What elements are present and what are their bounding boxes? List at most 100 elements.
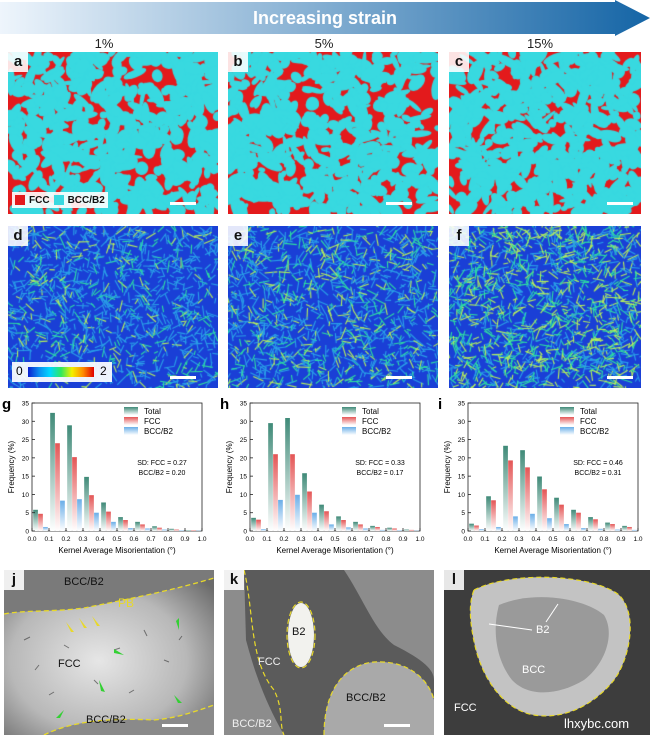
bar-total-1 (486, 496, 491, 531)
legend-label: FCC (580, 417, 597, 426)
x-tick-label: 0.1 (262, 536, 271, 543)
legend-swatch (342, 417, 356, 425)
bar-total-1 (268, 423, 273, 531)
y-tick-label: 0 (243, 529, 247, 536)
label-bcc-right: BCC/B2 (346, 692, 386, 704)
bar-fcc-1 (273, 454, 278, 531)
bar-fcc-7 (593, 519, 598, 531)
strain-label-2: 5% (314, 36, 334, 51)
legend-swatch (560, 417, 574, 425)
bar-fcc-4 (542, 489, 547, 531)
bar-fcc-9 (627, 526, 632, 531)
bar-bcc-b2-8 (397, 530, 402, 531)
bar-bcc-b2-4 (547, 518, 552, 531)
legend-swatch (124, 407, 138, 415)
x-tick-label: 0.1 (480, 536, 489, 543)
bar-total-1 (50, 412, 55, 531)
bar-total-9 (186, 530, 191, 531)
x-tick-label: 0.6 (565, 536, 574, 543)
legend-label: BCC/B2 (144, 427, 173, 436)
x-tick-label: 0.5 (112, 536, 121, 543)
bar-total-8 (387, 527, 392, 531)
bar-total-3 (302, 473, 307, 531)
bar-fcc-2 (72, 457, 77, 531)
bar-total-4 (537, 476, 542, 531)
kam-map-image (449, 226, 641, 388)
sd-annotation: BCC/B2 = 0.20 (139, 470, 186, 477)
x-tick-label: 0.3 (514, 536, 523, 543)
bar-bcc-b2-3 (312, 512, 317, 531)
y-tick-label: 20 (22, 455, 30, 462)
y-axis-label: Frequency (%) (7, 440, 16, 493)
bar-total-2 (503, 445, 508, 531)
bar-total-2 (67, 425, 72, 531)
bar-fcc-0 (256, 519, 261, 531)
colorbar-gradient (28, 367, 94, 377)
sd-annotation: BCC/B2 = 0.17 (357, 470, 404, 477)
kam-map-f: f (449, 226, 650, 388)
x-tick-label: 0.0 (245, 536, 254, 543)
panel-label: a (8, 52, 28, 72)
y-tick-label: 15 (240, 474, 248, 481)
bar-fcc-2 (290, 454, 295, 531)
x-tick-label: 0.0 (463, 536, 472, 543)
tem-image-j (4, 570, 214, 735)
label-fcc: FCC (258, 656, 281, 668)
x-axis-label: Kernel Average Misorientation (°) (58, 546, 176, 555)
y-tick-label: 0 (461, 529, 465, 536)
tem-panel-j: j BCC/B2 PB FCC BCC/B2 (4, 570, 214, 735)
strain-label-3: 15% (526, 36, 554, 51)
x-tick-label: 0.1 (44, 536, 53, 543)
bar-fcc-3 (307, 491, 312, 531)
panel-label: k (224, 570, 244, 590)
scale-bar (162, 724, 188, 727)
kam-map-e: e (228, 226, 438, 388)
legend-swatch (342, 427, 356, 435)
label-fcc: FCC (58, 658, 81, 670)
y-tick-label: 20 (458, 455, 466, 462)
tem-panel-l: l B2 BCC FCC lhxybc.com (444, 570, 650, 735)
kam-histogram-h: h 0.0 0.1 0.2 0.3 0.4 0.5 0.6 0.7 0.8 0.9 1.0 0 5 10 15… (220, 396, 425, 555)
colorbar-max: 2 (100, 364, 107, 378)
bar-fcc-5 (341, 520, 346, 531)
bar-bcc-b2-7 (162, 529, 167, 531)
bar-total-8 (605, 522, 610, 531)
bar-bcc-b2-1 (278, 499, 283, 531)
sd-annotation: SD: FCC = 0.27 (137, 460, 187, 467)
bar-total-6 (353, 521, 358, 531)
bar-bcc-b2-1 (496, 526, 501, 531)
x-tick-label: 0.0 (27, 536, 36, 543)
bar-bcc-b2-2 (77, 499, 82, 531)
bar-total-5 (554, 497, 559, 531)
kam-map-image (228, 226, 438, 388)
y-tick-label: 35 (458, 401, 466, 408)
bar-bcc-b2-6 (581, 528, 586, 531)
phase-map-image (228, 52, 438, 214)
y-axis-label: Frequency (%) (225, 440, 234, 493)
panel-label: l (444, 570, 464, 590)
x-axis-label: Kernel Average Misorientation (°) (276, 546, 394, 555)
tem-image-k (224, 570, 434, 735)
y-tick-label: 5 (243, 510, 247, 517)
bar-total-3 (520, 450, 525, 531)
bar-total-4 (319, 504, 324, 531)
x-tick-label: 0.4 (313, 536, 322, 543)
sd-annotation: SD: FCC = 0.33 (355, 460, 405, 467)
bar-bcc-b2-8 (179, 530, 184, 531)
x-tick-label: 0.7 (364, 536, 373, 543)
bar-bcc-b2-7 (598, 528, 603, 531)
y-tick-label: 10 (240, 492, 248, 499)
scale-bar (386, 202, 412, 205)
phase-map-a: a FCC BCC/B2 (8, 52, 218, 214)
bar-total-6 (135, 521, 140, 531)
scale-bar (607, 376, 633, 379)
increasing-strain-arrow (0, 0, 650, 36)
bar-fcc-0 (38, 513, 43, 531)
legend-label: FCC (362, 417, 379, 426)
bar-bcc-b2-8 (615, 529, 620, 531)
x-tick-label: 0.3 (296, 536, 305, 543)
phase-map-image (8, 52, 218, 214)
y-tick-label: 25 (240, 437, 248, 444)
label-bcc-top: BCC/B2 (64, 576, 104, 588)
bar-bcc-b2-7 (380, 529, 385, 531)
